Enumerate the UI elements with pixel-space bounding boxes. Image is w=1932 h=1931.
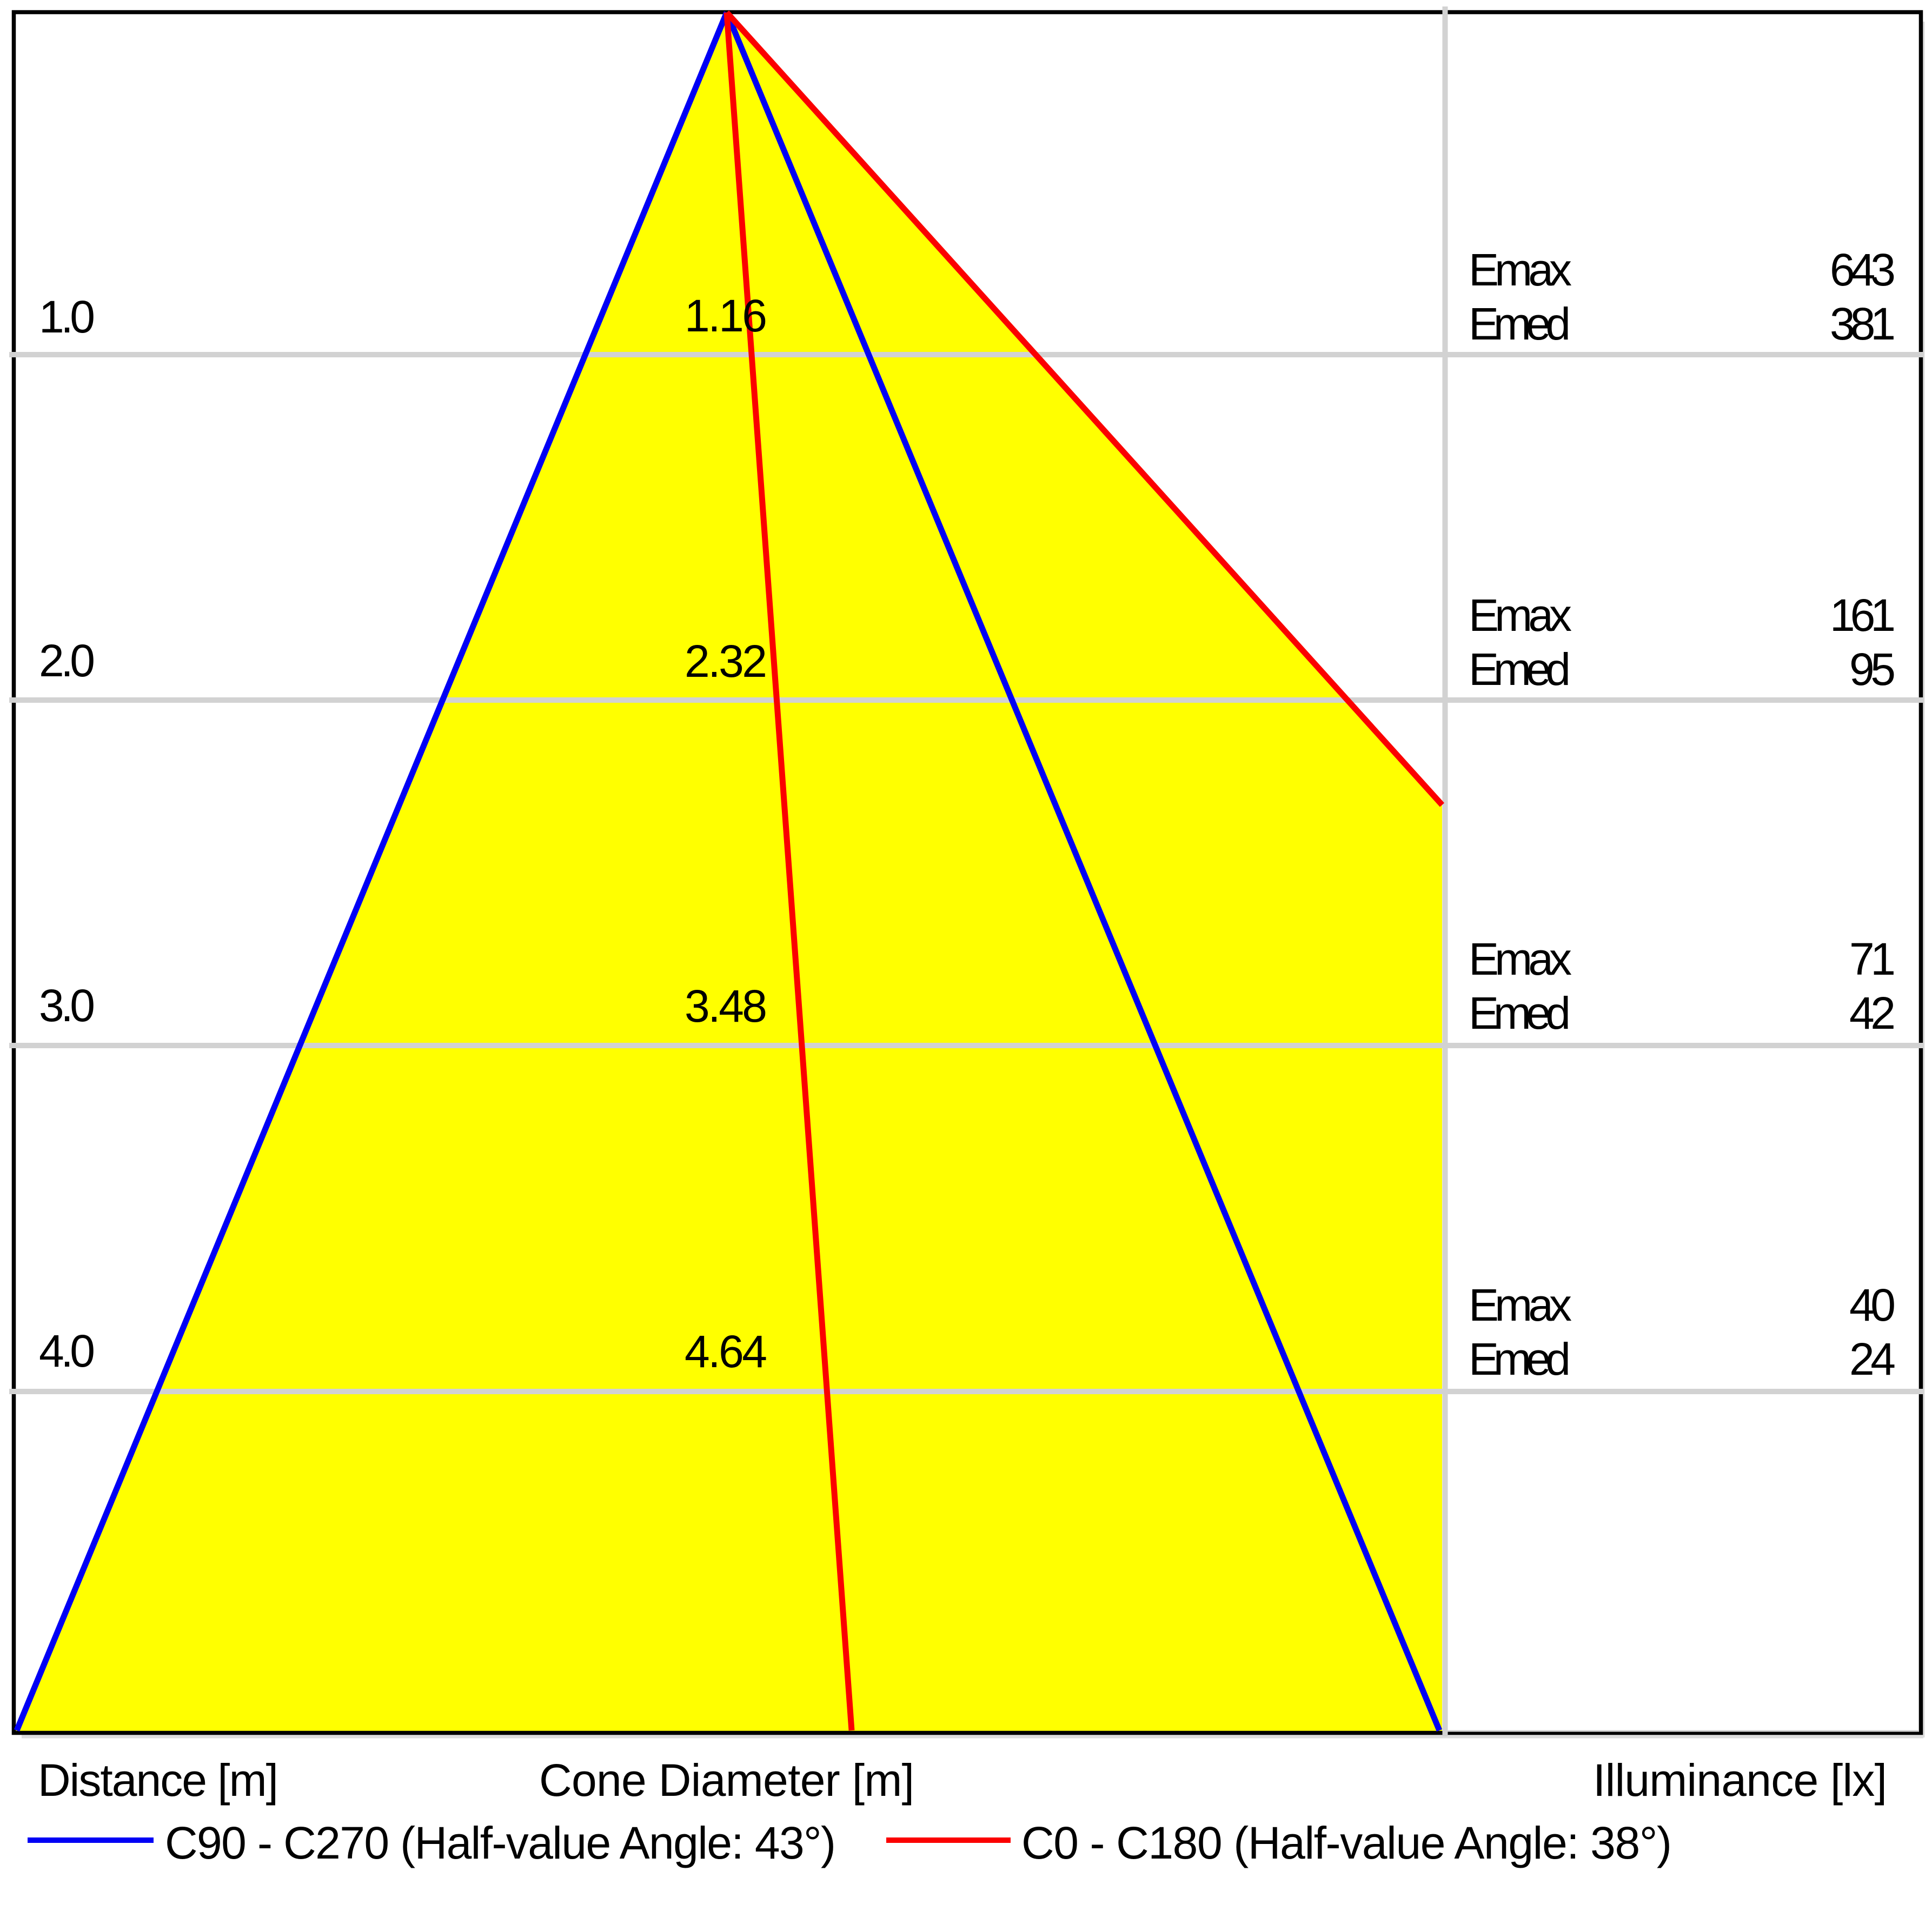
svg-text:3.48: 3.48 <box>685 981 767 1031</box>
svg-text:3.0: 3.0 <box>39 980 95 1031</box>
svg-text:1.0: 1.0 <box>39 291 95 342</box>
svg-text:71: 71 <box>1849 934 1896 984</box>
svg-text:Cone Diameter [m]: Cone Diameter [m] <box>539 1755 914 1806</box>
svg-text:Emed: Emed <box>1469 1334 1571 1384</box>
svg-text:2.32: 2.32 <box>685 636 767 687</box>
svg-text:C90 - C270 (Half-value Angle:: C90 - C270 (Half-value Angle: 43°) <box>165 1817 836 1868</box>
svg-text:Emed: Emed <box>1469 644 1571 695</box>
svg-text:Emed: Emed <box>1469 988 1571 1038</box>
svg-text:4.64: 4.64 <box>685 1326 767 1377</box>
svg-text:643: 643 <box>1830 244 1896 295</box>
svg-text:Emax: Emax <box>1469 1280 1572 1330</box>
svg-text:1.16: 1.16 <box>685 290 767 341</box>
svg-text:161: 161 <box>1830 590 1896 641</box>
svg-text:Emax: Emax <box>1469 244 1572 295</box>
svg-text:381: 381 <box>1830 298 1896 349</box>
svg-text:Emax: Emax <box>1469 934 1572 984</box>
svg-text:2.0: 2.0 <box>39 635 95 686</box>
svg-text:4.0: 4.0 <box>39 1326 95 1376</box>
svg-text:95: 95 <box>1849 644 1896 695</box>
svg-text:40: 40 <box>1849 1280 1896 1330</box>
svg-text:Distance [m]: Distance [m] <box>38 1755 278 1806</box>
svg-text:42: 42 <box>1849 988 1896 1038</box>
svg-text:24: 24 <box>1849 1334 1896 1384</box>
svg-text:Illuminance [lx]: Illuminance [lx] <box>1593 1755 1887 1806</box>
svg-text:Emax: Emax <box>1469 590 1572 641</box>
svg-text:Emed: Emed <box>1469 298 1571 349</box>
svg-text:C0 - C180 (Half-value Angle: 3: C0 - C180 (Half-value Angle: 38°) <box>1021 1817 1672 1868</box>
